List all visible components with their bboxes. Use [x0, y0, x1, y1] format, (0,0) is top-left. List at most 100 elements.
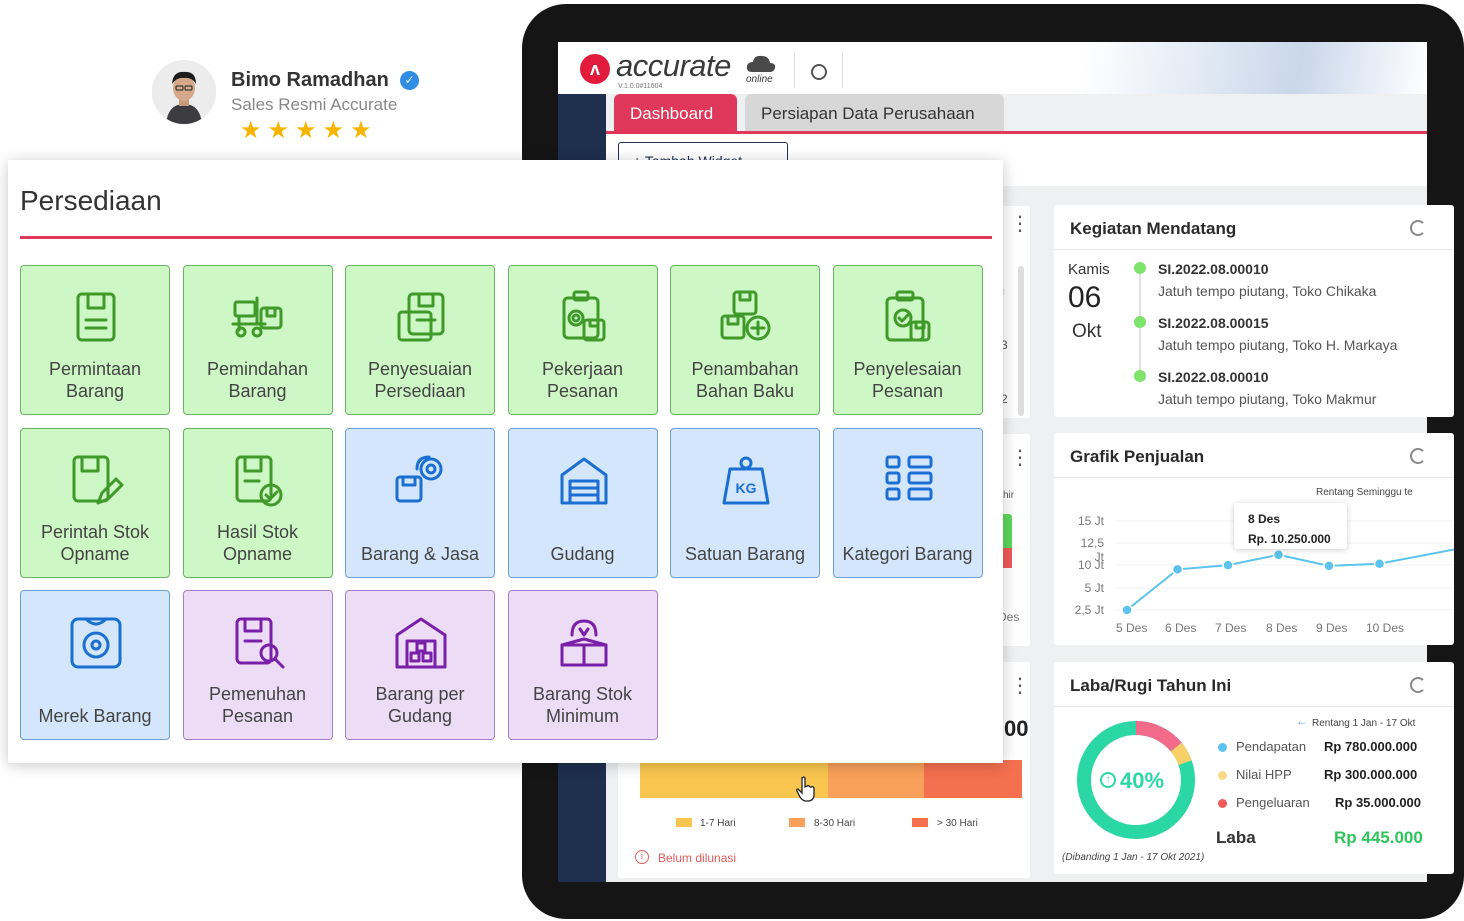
tile-hasil-stok-opname[interactable]: Hasil Stok Opname [182, 427, 333, 578]
tile-label: Satuan Barang [684, 543, 806, 564]
divider [1054, 706, 1454, 707]
status-circle-button[interactable] [811, 64, 827, 80]
event-desc: Jatuh tempo piutang, Toko Chikaka [1158, 283, 1377, 299]
event-code[interactable]: SI.2022.08.00015 [1158, 315, 1269, 331]
event-desc: Jatuh tempo piutang, Toko H. Markaya [1158, 337, 1398, 353]
app-topbar: ʌ accurate online V.1.0.0#11604 [558, 42, 1427, 94]
tile-penambahan-bahan-baku[interactable]: Penambahan Bahan Baku [670, 265, 820, 415]
refresh-icon[interactable] [1410, 677, 1426, 693]
laba-range[interactable]: Rentang 1 Jan - 17 Okt [1312, 718, 1416, 729]
laba-row-label: Pengeluaran [1236, 795, 1310, 810]
partial-text: khir [998, 490, 1015, 501]
divider [794, 52, 795, 88]
card-title: Grafik Penjualan [1070, 447, 1205, 466]
x-tick-label: 7 Des [1215, 621, 1247, 635]
event-code[interactable]: SI.2022.08.00010 [1158, 369, 1269, 385]
tile-penyelesaian-pesanan[interactable]: Penyelesaian Pesanan [832, 265, 983, 415]
event-date: 06 [1068, 281, 1102, 314]
tooltip-value: Rp. 10.250.000 [1248, 532, 1331, 546]
kegiatan-card: Kegiatan Mendatang Kamis 06 Okt SI.2022.… [1054, 205, 1454, 417]
tile-label: Kategori Barang [842, 543, 973, 564]
event-day: Kamis [1068, 261, 1110, 278]
card-title: Kegiatan Mendatang [1070, 219, 1237, 238]
sales-point[interactable] [1373, 557, 1386, 570]
tile-barang-stok-minimum[interactable]: Barang Stok Minimum [507, 590, 658, 740]
tile-permintaan-barang[interactable]: Permintaan Barang [20, 265, 170, 415]
y-tick-label: 15 Jt [1077, 514, 1104, 528]
more-icon[interactable]: ⋮ [1010, 213, 1030, 235]
laba-note: (Dibanding 1 Jan - 17 Okt 2021) [1062, 852, 1205, 863]
tab-underline [606, 131, 1427, 134]
logo-text: accurate [616, 48, 731, 83]
tile-label: Penyelesaian Pesanan [853, 359, 962, 401]
tile-icon [560, 619, 607, 667]
tile-icon [560, 457, 607, 504]
hand-cursor-icon [796, 776, 815, 802]
y-tick-label: 10 Jt [1077, 558, 1104, 572]
laba-row-value: Rp 300.000.000 [1324, 767, 1418, 782]
y-tick-label: 5 Jt [1084, 581, 1104, 595]
legend-1-7: 1-7 Hari [700, 818, 736, 829]
tile-label: Permintaan Barang [48, 359, 142, 401]
laba-row-value: Rp 780.000.000 [1324, 739, 1418, 754]
refresh-icon[interactable] [1410, 448, 1426, 464]
tile-penyesuaian-persediaan[interactable]: Penyesuaian Persediaan [345, 265, 495, 415]
tile-kategori-barang[interactable]: Kategori Barang [832, 427, 983, 578]
tile-pemindahan-barang[interactable]: Pemindahan Barang [182, 265, 333, 415]
laba-row-label: Pendapatan [1236, 739, 1307, 754]
arrow-up-icon: ↑ [1100, 772, 1116, 788]
legend-8-30: 8-30 Hari [814, 818, 856, 829]
event-code[interactable]: SI.2022.08.00010 [1158, 261, 1269, 277]
sales-point[interactable] [1171, 563, 1184, 576]
tile-barang-jasa[interactable]: Barang & Jasa [345, 427, 495, 578]
scrollbar[interactable] [1018, 266, 1024, 416]
tile-pemenuhan-pesanan[interactable]: Pemenuhan Pesanan [182, 590, 333, 740]
more-icon[interactable]: ⋮ [1010, 447, 1030, 469]
unpaid-link[interactable]: Belum dilunasi [658, 851, 737, 865]
tile-merek-barang[interactable]: Merek Barang [20, 590, 170, 740]
panel-underline [20, 236, 992, 239]
tile-barang-per-gudang[interactable]: Barang per Gudang [345, 590, 495, 740]
legend-swatch [789, 818, 805, 827]
divider [1054, 249, 1454, 250]
tile-gudang[interactable]: Gudang [507, 427, 658, 578]
chart-tooltip: 8 Des Rp. 10.250.000 [1234, 503, 1347, 549]
rating-stars: ★★★★★ [240, 117, 378, 144]
tile-satuan-barang[interactable]: KG Satuan Barang [670, 427, 820, 578]
laba-row-value: Rp 35.000.000 [1335, 795, 1422, 810]
refresh-icon[interactable] [1410, 220, 1426, 236]
divider [842, 52, 843, 88]
sales-point[interactable] [1121, 604, 1133, 616]
tile-label: Barang & Jasa [360, 543, 480, 564]
tile-label: Barang per Gudang [375, 684, 465, 726]
tile-pekerjaan-pesanan[interactable]: Pekerjaan Pesanan [507, 265, 658, 415]
tab-dashboard[interactable]: Dashboard [614, 94, 737, 132]
accurate-logo-icon: ʌ [580, 54, 610, 84]
event-month: Okt [1072, 321, 1102, 342]
timeline-dot [1134, 262, 1146, 274]
sales-point[interactable] [1323, 560, 1335, 572]
divider [1054, 477, 1454, 478]
sales-series-line [1126, 548, 1454, 611]
partial-value: 00 [1004, 716, 1029, 741]
logo-sub: online [746, 74, 773, 85]
legend-30plus: > 30 Hari [937, 818, 978, 829]
tile-icon [397, 292, 445, 342]
tile-perintah-stok-opname[interactable]: Perintah Stok Opname [20, 427, 170, 578]
y-tick-label: 12,5 Jt [1080, 536, 1104, 564]
verified-icon: ✓ [400, 71, 419, 90]
grafik-card: Grafik Penjualan Rentang Seminggu te 15 … [1054, 433, 1454, 645]
chart-range[interactable]: Rentang Seminggu te [1316, 487, 1413, 498]
tile-icon [76, 292, 116, 342]
tooltip-date: 8 Des [1248, 512, 1281, 526]
tile-label: Gudang [550, 543, 615, 564]
laba-value: Rp 445.000 [1334, 828, 1423, 847]
arrow-left-icon[interactable]: ← [1296, 714, 1308, 728]
tab-persiapan-data[interactable]: Persiapan Data Perusahaan [745, 94, 1004, 132]
sales-point[interactable] [1222, 559, 1234, 571]
tile-label: Pemenuhan Pesanan [208, 684, 307, 726]
sales-point[interactable] [1272, 549, 1285, 561]
tile-icon [72, 455, 124, 504]
more-icon[interactable]: ⋮ [1010, 675, 1030, 697]
card-title: Laba/Rugi Tahun Ini [1070, 676, 1232, 695]
